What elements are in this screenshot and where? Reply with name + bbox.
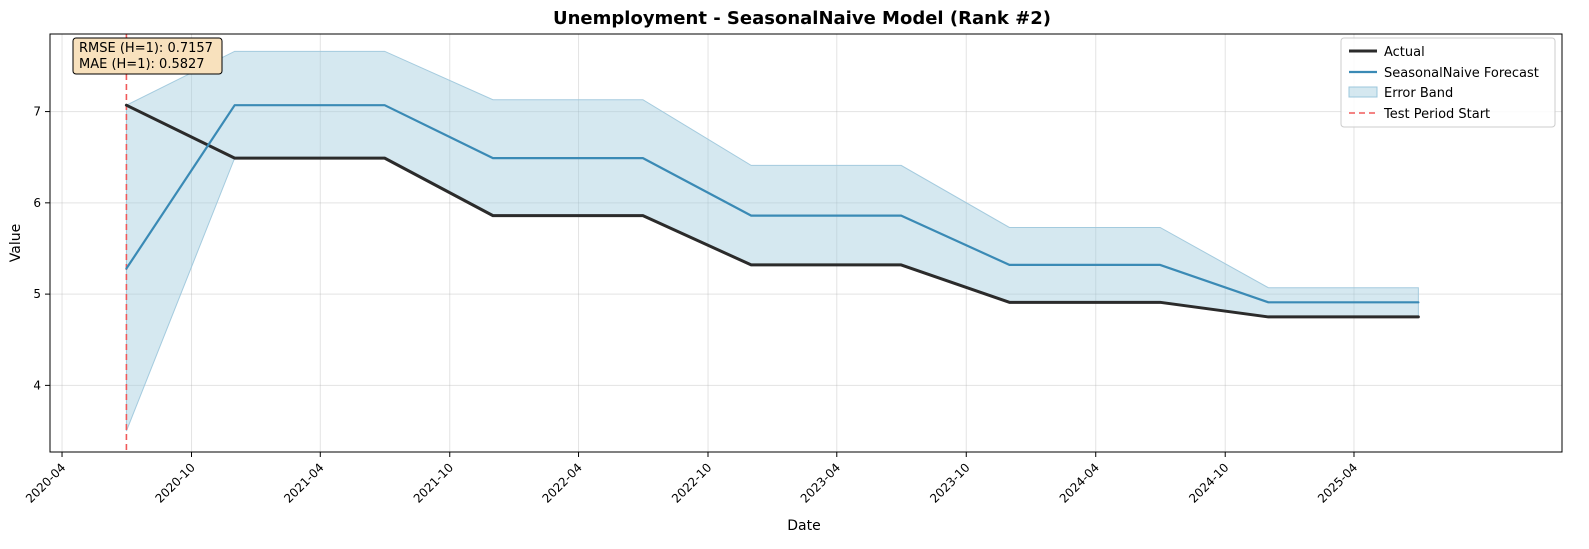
series-actual-line xyxy=(124,103,1420,319)
legend-label-forecast: SeasonalNaive Forecast xyxy=(1384,66,1539,81)
y-tick-label: 5 xyxy=(33,287,41,301)
x-tick-label: 2021-04 xyxy=(281,460,326,505)
x-tick-label: 2024-10 xyxy=(1186,460,1231,505)
x-tick-label: 2020-10 xyxy=(152,460,197,505)
metrics-box-frame xyxy=(72,37,223,75)
y-tick-label: 6 xyxy=(33,196,41,210)
y-axis: 4 5 6 7 xyxy=(33,105,50,392)
legend-label-actual: Actual xyxy=(1384,45,1425,60)
x-tick-label: 2022-10 xyxy=(669,460,714,505)
grid-x xyxy=(61,34,1355,452)
legend-frame xyxy=(1340,37,1556,128)
plot-area xyxy=(49,33,1563,453)
legend-label-vline: Test Period Start xyxy=(1383,107,1490,122)
y-tick-label: 7 xyxy=(33,105,41,119)
x-tick-label: 2020-04 xyxy=(23,460,68,505)
x-tick-label: 2023-10 xyxy=(927,460,972,505)
grid-y xyxy=(50,111,1562,386)
plot-border xyxy=(49,33,1563,453)
x-tick-label: 2021-10 xyxy=(411,460,456,505)
x-axis: 2020-04 2020-10 2021-04 2021-10 2022-04 2022-… xyxy=(23,452,1360,506)
metrics-box: RMSE (H=1): 0.7157 MAE (H=1): 0.5827 xyxy=(72,37,223,75)
legend-swatch-band xyxy=(1348,86,1378,98)
metric-mae: MAE (H=1): 0.5827 xyxy=(79,57,205,72)
metric-rmse: RMSE (H=1): 0.7157 xyxy=(79,41,213,56)
x-tick-label: 2022-04 xyxy=(540,460,585,505)
chart-title: Unemployment - SeasonalNaive Model (Rank… xyxy=(553,8,1051,29)
x-axis-title: Date xyxy=(787,518,820,534)
y-tick-label: 4 xyxy=(33,378,41,392)
legend-label-band: Error Band xyxy=(1384,86,1453,101)
plot-frame xyxy=(50,34,1562,452)
x-tick-label: 2024-04 xyxy=(1057,460,1102,505)
x-tick-label: 2023-04 xyxy=(798,460,843,505)
legend: Actual SeasonalNaive Forecast Error Band… xyxy=(1340,37,1556,128)
series-forecast-line xyxy=(125,104,1420,304)
y-axis-title: Value xyxy=(8,224,24,262)
x-tick-label: 2025-04 xyxy=(1315,460,1360,505)
